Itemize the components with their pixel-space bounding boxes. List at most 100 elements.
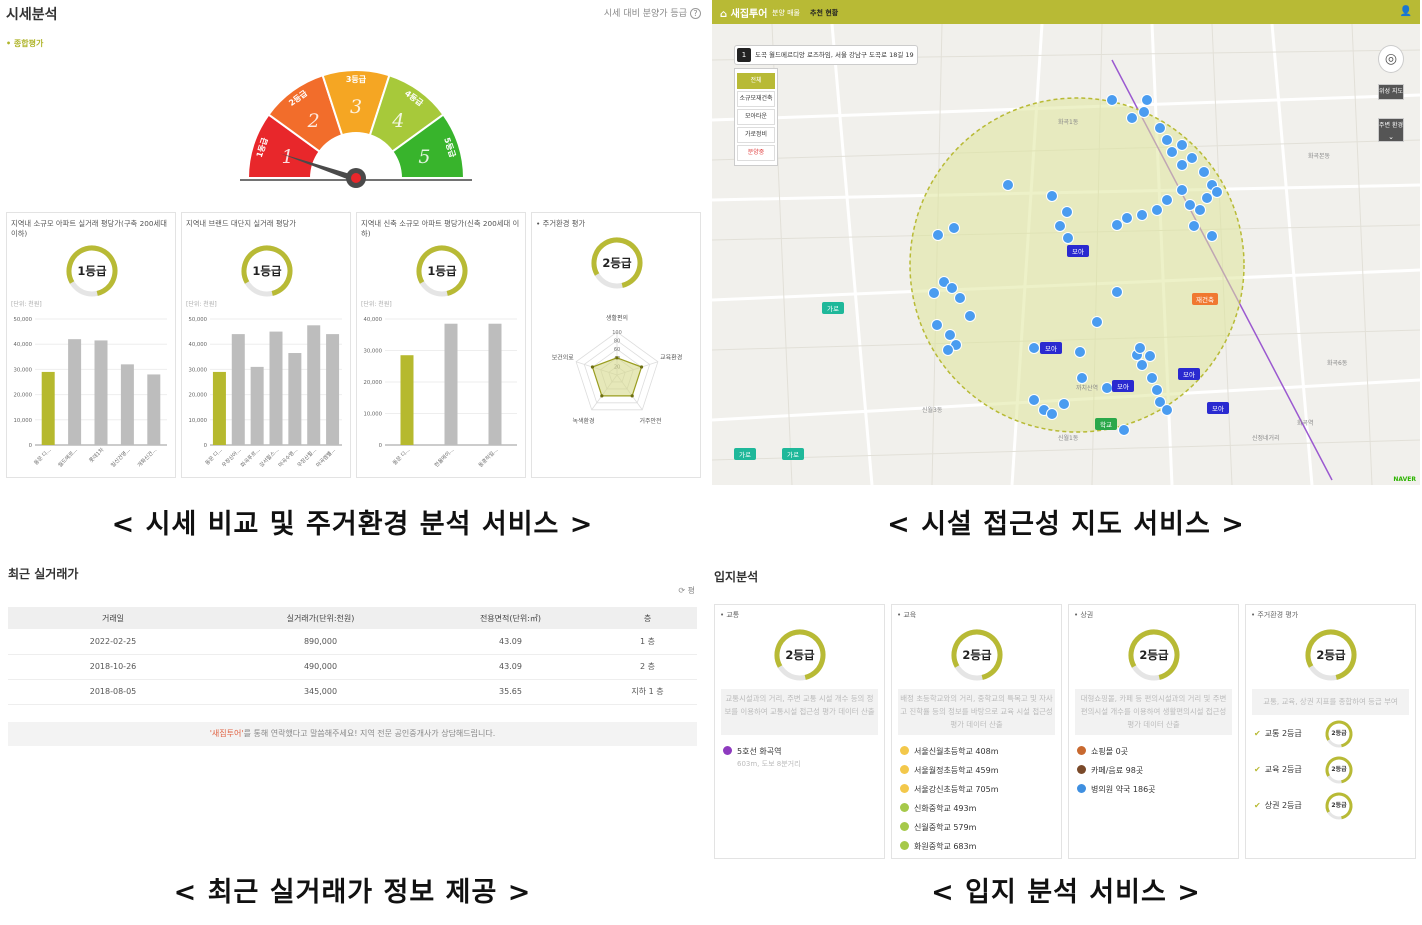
facility-pin[interactable] [1028,342,1040,354]
marker-jaegeon[interactable]: 재건축 [1196,295,1214,304]
facility-pin[interactable] [1188,220,1200,232]
facility-pin[interactable] [1184,199,1196,211]
unit-toggle[interactable]: ⟳ 평 [678,586,695,595]
facility-pin[interactable] [1054,220,1066,232]
panel-title: 최근 실거래가 [8,567,79,581]
facility-pin[interactable] [1111,286,1123,298]
filter-presale[interactable]: 분양중 [737,145,775,161]
marker-moa[interactable]: 모아 [1117,382,1129,391]
transport-card: • 교통 2등급 교통시설과의 거리, 주변 교통 시설 개수 등의 정보를 이… [714,604,885,859]
item-label: 화원중학교 683m [914,842,977,851]
facility-pin[interactable] [1134,342,1146,354]
facility-pin[interactable] [1121,212,1133,224]
help-link[interactable]: 시세 대비 분양가 등급? [604,6,701,19]
facility-pin[interactable] [1028,394,1040,406]
nav-recommend[interactable]: 추천 현황 [810,9,839,17]
item-label: 5호선 화곡역 [737,747,782,756]
marker-garo[interactable]: 가로 [739,450,751,459]
marker-garo[interactable]: 가로 [827,304,839,313]
marker-moa[interactable]: 모아 [1212,404,1224,413]
chevron-down-icon[interactable]: ⌄ [1379,133,1403,141]
facility-pin[interactable] [946,282,958,294]
facility-pin[interactable] [1151,384,1163,396]
marker-moa[interactable]: 모아 [1183,370,1195,379]
marker-moa[interactable]: 모아 [1072,247,1084,256]
marker-school[interactable]: 학교 [1100,420,1112,429]
school-icon [900,822,909,831]
facility-pin[interactable] [1176,159,1188,171]
hospital-icon [1077,784,1086,793]
facility-pin[interactable] [1166,146,1178,158]
question-icon[interactable]: ? [690,8,701,19]
facility-pin[interactable] [1198,166,1210,178]
filter-street[interactable]: 가로정비 [737,127,775,143]
facility-pin[interactable] [1118,424,1130,436]
facility-pin[interactable] [932,229,944,241]
facility-pin[interactable] [964,310,976,322]
facility-pin[interactable] [1141,94,1153,106]
facility-pin[interactable] [1076,372,1088,384]
marker-garo[interactable]: 가로 [787,450,799,459]
facility-pin[interactable] [954,292,966,304]
facility-pin[interactable] [1138,106,1150,118]
facility-pin[interactable] [1091,316,1103,328]
facility-pin[interactable] [1201,192,1213,204]
facility-pin[interactable] [948,222,960,234]
filter-small-rebuild[interactable]: 소규모재건축 [737,91,775,107]
facility-pin[interactable] [1046,190,1058,202]
facility-pin[interactable] [1176,139,1188,151]
gauge-level-label: 3등급 [346,75,367,84]
facility-pin[interactable] [1211,186,1223,198]
y-tick-label: 20,000 [363,380,382,386]
facility-pin[interactable] [1144,350,1156,362]
facility-pin[interactable] [1186,152,1198,164]
surroundings-button[interactable]: 주변 환경 ⌄ [1378,118,1404,142]
bar [488,323,502,445]
facility-pin[interactable] [1111,219,1123,231]
card-head: • 교통 [720,611,740,619]
satellite-button[interactable]: 위성 지도 [1378,84,1404,100]
bar [41,371,55,445]
filter-all[interactable]: 전체 [737,73,775,89]
facility-map-panel[interactable]: 가로 가로 가로 모아 모아 모아 모아 모아 재건축 학교 화곡1동 화곡본동… [712,0,1420,485]
facility-pin[interactable] [1151,204,1163,216]
facility-pin[interactable] [1074,346,1086,358]
facility-pin[interactable] [1046,408,1058,420]
filter-moatown[interactable]: 모아타운 [737,109,775,125]
facility-pin[interactable] [931,319,943,331]
table-header-row: 거래일 실거래가(단위:천원) 전용면적(단위:㎡) 층 [8,607,697,629]
facility-pin[interactable] [1176,184,1188,196]
facility-pin[interactable] [942,344,954,356]
app-logo[interactable]: ⌂ 새집투어 [720,9,768,20]
facility-pin[interactable] [1101,382,1113,394]
facility-pin[interactable] [1206,230,1218,242]
facility-pin[interactable] [1154,122,1166,134]
facility-pin[interactable] [1136,209,1148,221]
facility-pin[interactable] [1154,396,1166,408]
user-icon[interactable]: 👤 [1399,6,1412,17]
marker-moa[interactable]: 모아 [1045,344,1057,353]
cell-price: 890,000 [218,629,423,655]
facility-pin[interactable] [944,329,956,341]
facility-pin[interactable] [1062,232,1074,244]
facility-pin[interactable] [1061,206,1073,218]
radar-point [615,356,619,360]
facility-pin[interactable] [1161,404,1173,416]
locate-icon[interactable]: ◎ [1378,45,1404,73]
facility-pin[interactable] [1194,204,1206,216]
facility-pin[interactable] [1146,372,1158,384]
facility-pin[interactable] [1161,134,1173,146]
nav-presale[interactable]: 분양 매물 [772,9,800,17]
facility-pin[interactable] [1002,179,1014,191]
map-canvas[interactable]: 가로 가로 가로 모아 모아 모아 모아 모아 재건축 학교 화곡1동 화곡본동… [712,0,1420,485]
facility-pin[interactable] [1161,194,1173,206]
address-box[interactable]: 1 도곡 월드메르디앙 로즈하임, 서울 강남구 도곡로 18길 19 [734,45,918,65]
item-label: 카페/음료 98곳 [1091,766,1144,775]
facility-pin[interactable] [1058,398,1070,410]
facility-pin[interactable] [928,287,940,299]
facility-pin[interactable] [938,276,950,288]
facility-pin[interactable] [1126,112,1138,124]
facility-pin[interactable] [1136,359,1148,371]
facility-pin[interactable] [1106,94,1118,106]
